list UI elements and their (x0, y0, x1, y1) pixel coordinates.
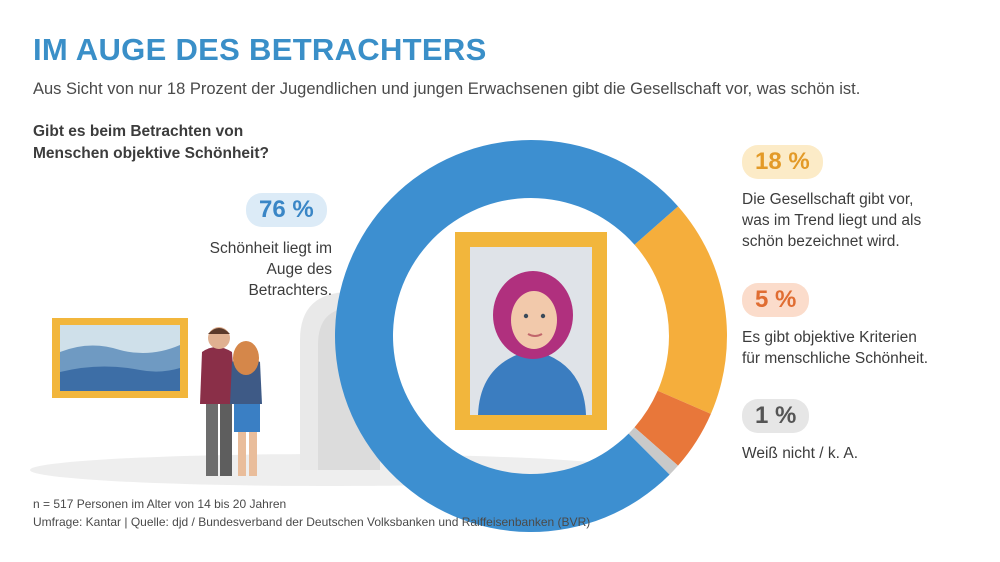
survey-question: Gibt es beim Betrachten von Menschen obj… (33, 121, 269, 165)
label-76: Schönheit liegt im Auge des Betrachters. (180, 238, 332, 301)
label-18: Die Gesellschaft gibt vor, was im Trend l… (742, 189, 921, 252)
woman-leg-left (238, 428, 246, 476)
man-leg-right (220, 398, 232, 476)
footer-sample: n = 517 Personen im Alter von 14 bis 20 … (33, 497, 287, 511)
man-hair (208, 328, 230, 334)
donut-slice-1 (628, 427, 679, 475)
donut-slice-76 (335, 139, 679, 532)
survey-question-line1: Gibt es beim Betrachten von (33, 123, 244, 140)
label-line: Schönheit liegt im (209, 240, 332, 257)
donut-chart (335, 139, 727, 532)
page-subtitle: Aus Sicht von nur 18 Prozent der Jugendl… (33, 80, 861, 98)
man-leg-left (206, 398, 218, 476)
portrait-mouth (527, 333, 543, 337)
portrait-face (511, 291, 557, 349)
woman-leg-right (249, 428, 257, 476)
donut-slice-5 (634, 390, 711, 466)
label-line: Die Gesellschaft gibt vor, (742, 191, 914, 208)
label-line: schön bezeichnet wird. (742, 233, 900, 250)
landscape-water (60, 366, 180, 391)
label-line: Es gibt objektive Kriterien (742, 329, 917, 346)
value-badge-1: 1 % (742, 399, 810, 433)
value-badge-76: 76 % (246, 193, 327, 227)
label-1: Weiß nicht / k. A. (742, 443, 858, 464)
value-badge-18: 18 % (742, 145, 823, 179)
visitors-couple (200, 327, 262, 476)
label-line: für menschliche Schönheit. (742, 350, 929, 367)
portrait-eye-left (523, 313, 529, 319)
portrait-eye-right (540, 313, 546, 319)
portrait-painting (455, 232, 607, 430)
donut-slice-18 (634, 206, 727, 414)
page-title: IM AUGE DES BETRACHTERS (33, 32, 487, 67)
portrait-sweater (478, 350, 586, 415)
survey-question-line2: Menschen objektive Schönheit? (33, 145, 269, 162)
label-line: Auge des Betrachters. (248, 261, 332, 299)
man-jacket (200, 347, 236, 404)
value-badge-5: 5 % (742, 283, 810, 317)
woman-hair (233, 341, 259, 375)
label-line: Weiß nicht / k. A. (742, 445, 859, 462)
landscape-painting (52, 318, 188, 398)
label-line: was im Trend liegt und als (742, 212, 922, 229)
label-5: Es gibt objektive Kriterien für menschlic… (742, 327, 928, 369)
footer-source: Umfrage: Kantar | Quelle: djd / Bundesve… (33, 515, 591, 529)
